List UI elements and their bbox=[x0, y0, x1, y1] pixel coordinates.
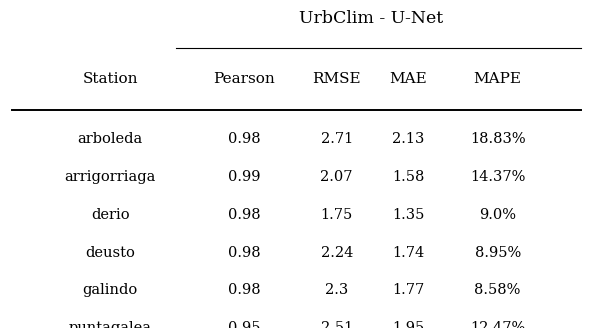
Text: puntagalea: puntagalea bbox=[69, 321, 152, 328]
Text: 18.83%: 18.83% bbox=[470, 133, 526, 146]
Text: galindo: galindo bbox=[83, 283, 138, 297]
Text: 2.71: 2.71 bbox=[321, 133, 353, 146]
Text: derio: derio bbox=[91, 208, 129, 222]
Text: Pearson: Pearson bbox=[213, 72, 275, 86]
Text: RMSE: RMSE bbox=[312, 72, 361, 86]
Text: 1.35: 1.35 bbox=[392, 208, 424, 222]
Text: 1.75: 1.75 bbox=[321, 208, 353, 222]
Text: 0.98: 0.98 bbox=[228, 133, 260, 146]
Text: 2.51: 2.51 bbox=[321, 321, 353, 328]
Text: MAE: MAE bbox=[389, 72, 427, 86]
Text: deusto: deusto bbox=[85, 246, 135, 259]
Text: 0.98: 0.98 bbox=[228, 246, 260, 259]
Text: 8.58%: 8.58% bbox=[474, 283, 521, 297]
Text: 1.74: 1.74 bbox=[392, 246, 424, 259]
Text: 12.47%: 12.47% bbox=[470, 321, 525, 328]
Text: 2.07: 2.07 bbox=[321, 170, 353, 184]
Text: 0.98: 0.98 bbox=[228, 208, 260, 222]
Text: 0.98: 0.98 bbox=[228, 283, 260, 297]
Text: arrigorriaga: arrigorriaga bbox=[64, 170, 156, 184]
Text: 0.99: 0.99 bbox=[228, 170, 260, 184]
Text: 1.95: 1.95 bbox=[392, 321, 424, 328]
Text: Station: Station bbox=[82, 72, 138, 86]
Text: 0.95: 0.95 bbox=[228, 321, 260, 328]
Text: 2.3: 2.3 bbox=[325, 283, 349, 297]
Text: 8.95%: 8.95% bbox=[474, 246, 521, 259]
Text: 9.0%: 9.0% bbox=[479, 208, 516, 222]
Text: UrbClim - U-Net: UrbClim - U-Net bbox=[299, 10, 443, 27]
Text: MAPE: MAPE bbox=[474, 72, 522, 86]
Text: 1.58: 1.58 bbox=[392, 170, 424, 184]
Text: arboleda: arboleda bbox=[77, 133, 143, 146]
Text: 2.24: 2.24 bbox=[321, 246, 353, 259]
Text: 14.37%: 14.37% bbox=[470, 170, 525, 184]
Text: 1.77: 1.77 bbox=[392, 283, 424, 297]
Text: 2.13: 2.13 bbox=[392, 133, 424, 146]
